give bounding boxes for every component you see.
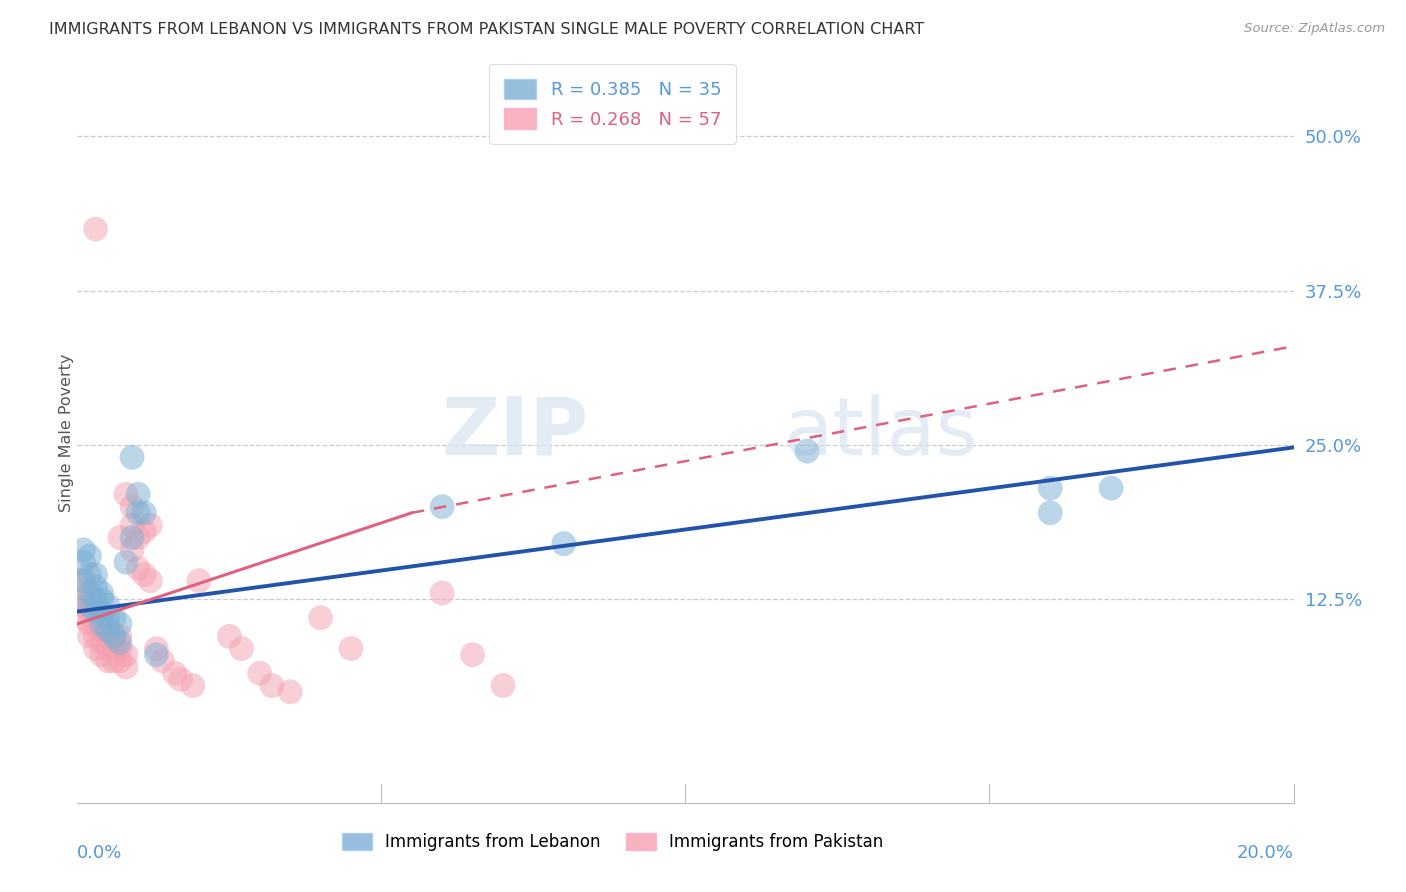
Point <box>97 641 120 656</box>
Point <box>139 574 162 588</box>
Point <box>90 586 112 600</box>
Point <box>84 222 107 236</box>
Point <box>79 616 101 631</box>
Point <box>188 574 211 588</box>
Point <box>134 567 156 582</box>
Point <box>97 611 120 625</box>
Point <box>121 450 143 465</box>
Point <box>108 654 131 668</box>
Text: 20.0%: 20.0% <box>1237 844 1294 862</box>
Legend: Immigrants from Lebanon, Immigrants from Pakistan: Immigrants from Lebanon, Immigrants from… <box>335 826 890 857</box>
Point <box>127 561 149 575</box>
Point <box>127 531 149 545</box>
Point <box>121 542 143 557</box>
Point <box>97 629 120 643</box>
Point <box>340 641 363 656</box>
Point <box>134 506 156 520</box>
Point <box>79 599 101 613</box>
Point <box>139 518 162 533</box>
Text: 0.0%: 0.0% <box>77 844 122 862</box>
Point <box>492 679 515 693</box>
Point <box>152 654 174 668</box>
Point <box>218 629 240 643</box>
Text: IMMIGRANTS FROM LEBANON VS IMMIGRANTS FROM PAKISTAN SINGLE MALE POVERTY CORRELAT: IMMIGRANTS FROM LEBANON VS IMMIGRANTS FR… <box>49 22 925 37</box>
Point <box>231 641 253 656</box>
Point <box>72 611 94 625</box>
Point <box>90 611 112 625</box>
Point <box>90 648 112 662</box>
Point <box>97 616 120 631</box>
Point <box>72 574 94 588</box>
Point <box>84 629 107 643</box>
Point <box>84 592 107 607</box>
Point <box>84 641 107 656</box>
Point <box>103 654 125 668</box>
Text: ZIP: ZIP <box>441 393 588 472</box>
Point <box>97 654 120 668</box>
Point <box>134 524 156 539</box>
Point <box>115 555 138 569</box>
Point <box>79 629 101 643</box>
Point <box>115 487 138 501</box>
Point <box>103 611 125 625</box>
Point <box>430 586 453 600</box>
Point <box>90 623 112 637</box>
Point <box>103 641 125 656</box>
Point <box>145 641 167 656</box>
Point <box>181 679 204 693</box>
Point <box>97 599 120 613</box>
Point <box>90 635 112 649</box>
Point <box>72 555 94 569</box>
Point <box>115 648 138 662</box>
Text: atlas: atlas <box>783 393 977 472</box>
Point <box>127 487 149 501</box>
Point <box>127 506 149 520</box>
Point <box>103 629 125 643</box>
Point <box>79 549 101 563</box>
Point <box>260 679 283 693</box>
Point <box>170 673 193 687</box>
Point <box>84 605 107 619</box>
Point <box>72 586 94 600</box>
Point <box>84 567 107 582</box>
Point <box>796 444 818 458</box>
Point <box>79 592 101 607</box>
Point <box>249 666 271 681</box>
Point <box>121 500 143 514</box>
Point <box>97 623 120 637</box>
Point <box>72 599 94 613</box>
Point <box>108 629 131 643</box>
Point <box>79 605 101 619</box>
Point <box>1039 506 1062 520</box>
Point <box>121 531 143 545</box>
Point <box>278 685 301 699</box>
Point <box>461 648 484 662</box>
Point <box>72 574 94 588</box>
Point <box>103 629 125 643</box>
Point <box>121 518 143 533</box>
Point <box>79 567 101 582</box>
Point <box>115 660 138 674</box>
Point <box>79 586 101 600</box>
Point <box>108 616 131 631</box>
Point <box>90 616 112 631</box>
Point <box>1099 481 1122 495</box>
Point <box>90 592 112 607</box>
Point <box>84 580 107 594</box>
Point <box>1039 481 1062 495</box>
Point <box>90 605 112 619</box>
Point <box>553 536 575 550</box>
Point <box>108 531 131 545</box>
Text: Source: ZipAtlas.com: Source: ZipAtlas.com <box>1244 22 1385 36</box>
Point <box>163 666 186 681</box>
Point <box>84 616 107 631</box>
Point <box>108 641 131 656</box>
Point <box>430 500 453 514</box>
Y-axis label: Single Male Poverty: Single Male Poverty <box>59 353 73 512</box>
Point <box>309 611 332 625</box>
Point <box>108 635 131 649</box>
Point <box>84 605 107 619</box>
Point <box>72 542 94 557</box>
Point <box>145 648 167 662</box>
